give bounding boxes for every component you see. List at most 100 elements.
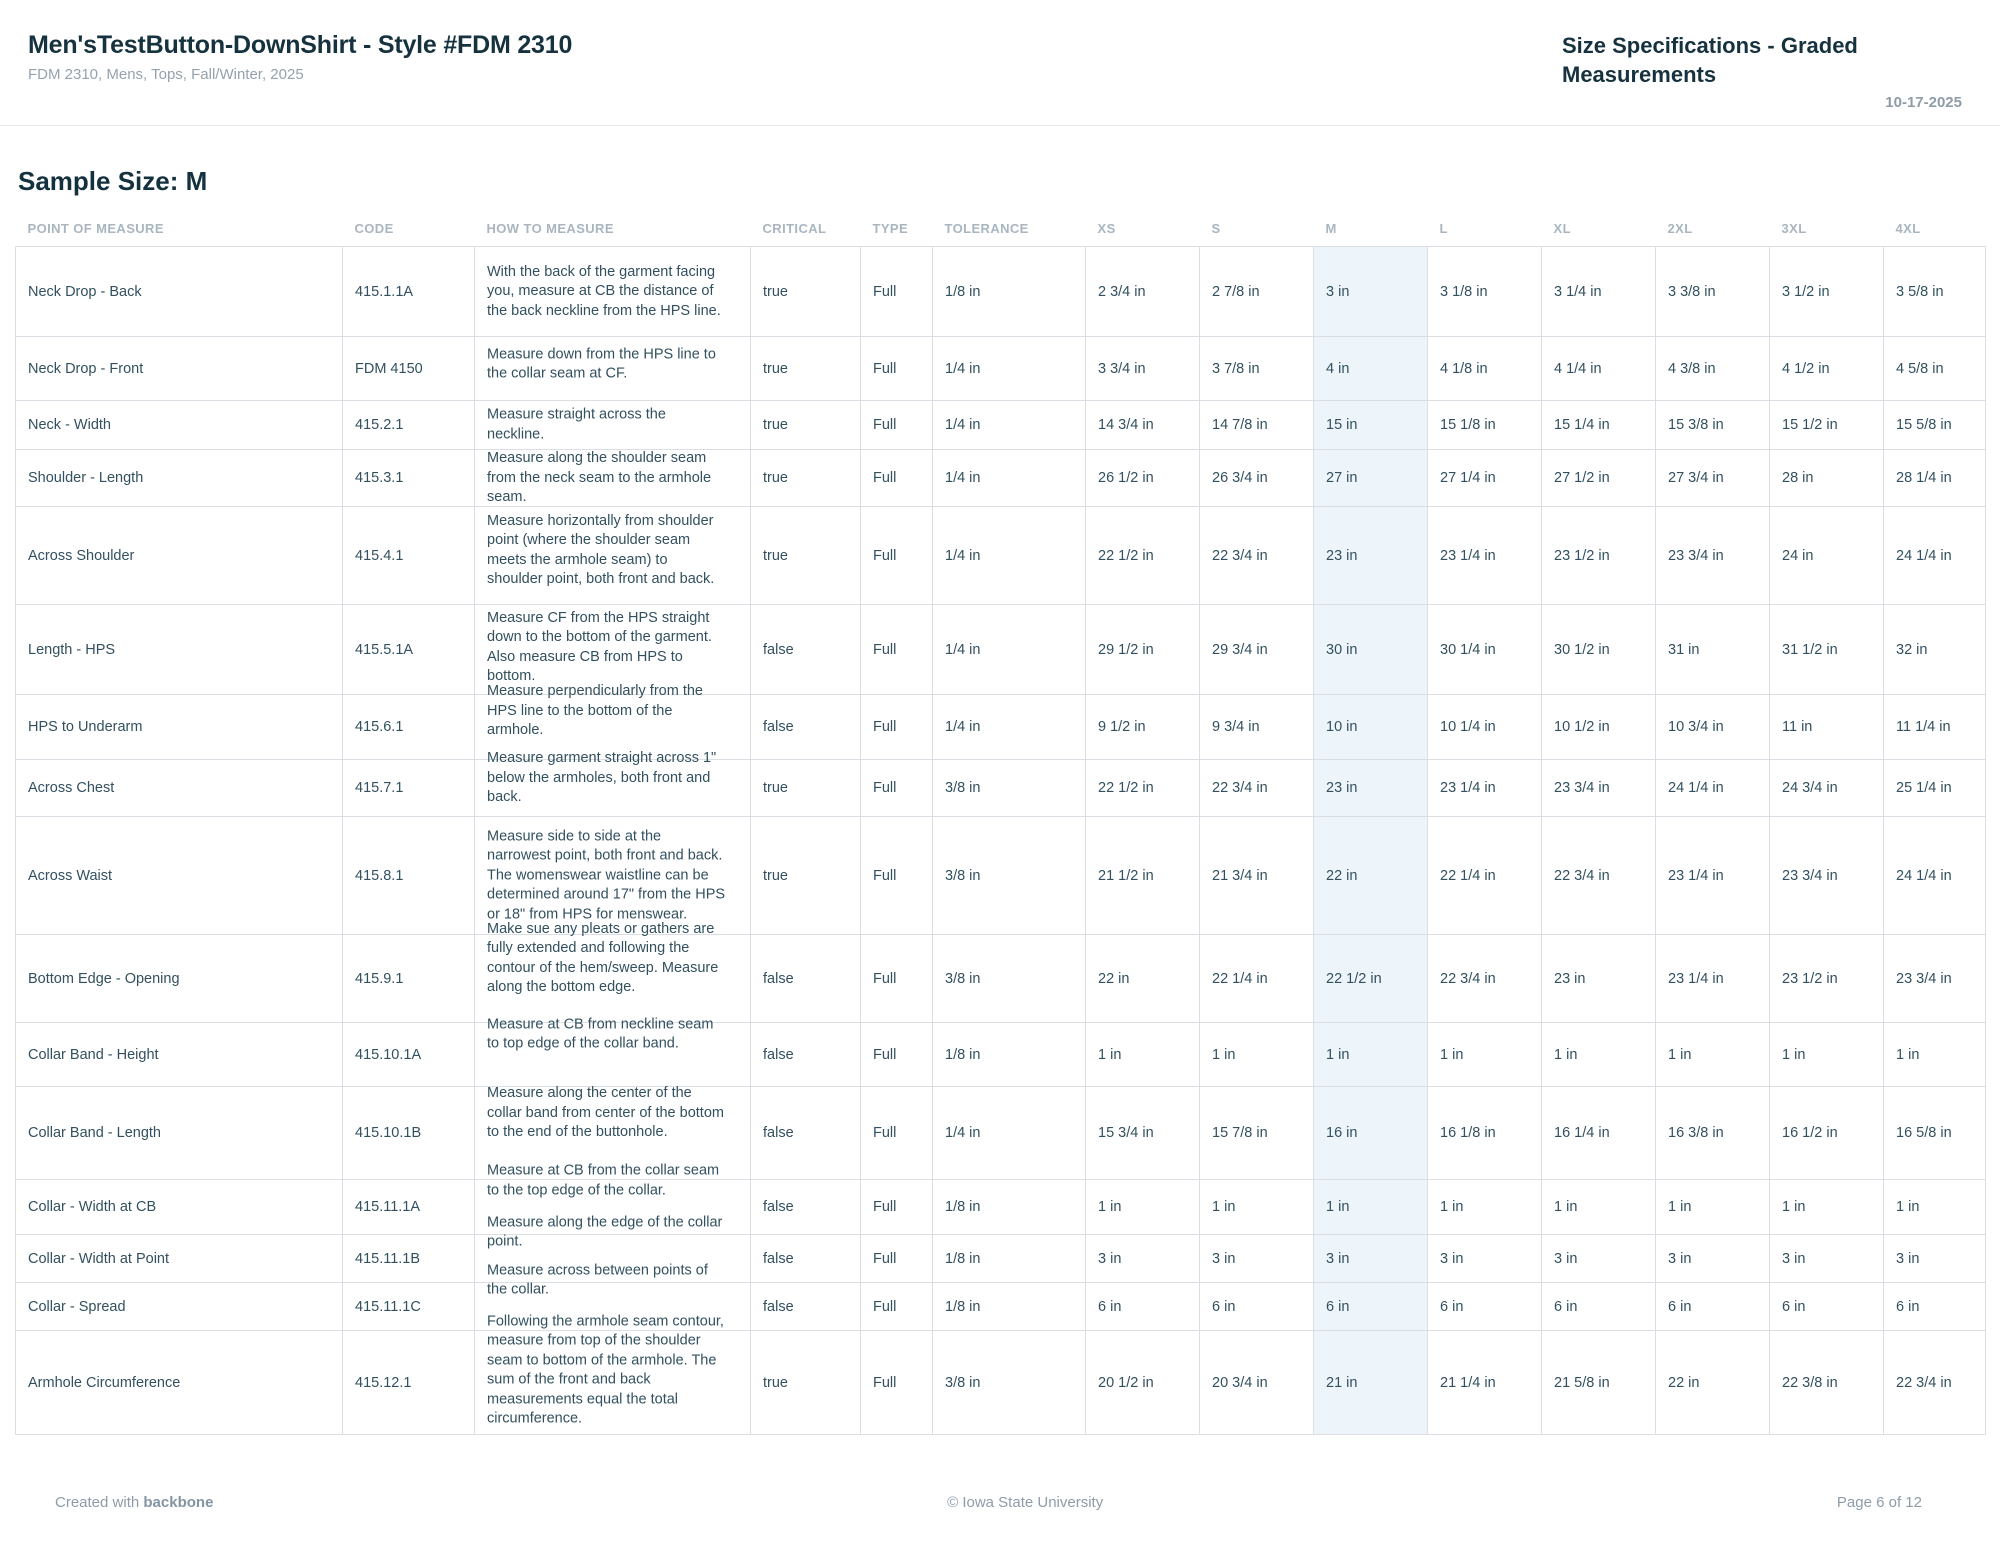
size-cell-2xl: 23 3/4 in	[1655, 506, 1770, 606]
how-to-measure-text: Measure along the edge of the collar poi…	[487, 1214, 723, 1250]
col-header-type: TYPE	[872, 221, 909, 237]
size-cell-l: 30 1/4 in	[1427, 604, 1542, 696]
code-cell: 415.4.1	[342, 506, 475, 606]
critical-cell: false	[750, 604, 861, 696]
type-cell: Full	[860, 1282, 933, 1332]
size-cell-m: 3 in	[1313, 246, 1428, 338]
size-cell-xl: 16 1/4 in	[1541, 1086, 1656, 1181]
critical-cell: true	[750, 449, 861, 508]
how-to-measure-text: Measure at CB from neckline seam to top …	[487, 1016, 714, 1052]
table-row: Collar Band - Length 415.10.1B Measure alo…	[15, 1085, 1986, 1181]
point-of-measure-cell: Shoulder - Length	[15, 449, 343, 508]
point-of-measure-cell: HPS to Underarm	[15, 694, 343, 761]
size-cell-s: 22 3/4 in	[1199, 506, 1314, 606]
size-cell-s: 6 in	[1199, 1282, 1314, 1332]
size-cell-m: 10 in	[1313, 694, 1428, 761]
col-header-l: L	[1439, 221, 1448, 237]
size-cell-4xl: 3 5/8 in	[1883, 246, 1986, 338]
size-cell-xs: 22 1/2 in	[1085, 759, 1200, 818]
header-divider	[0, 125, 2000, 127]
size-cell-s: 1 in	[1199, 1179, 1314, 1236]
size-cell-4xl: 1 in	[1883, 1022, 1986, 1088]
size-cell-2xl: 23 1/4 in	[1655, 816, 1770, 936]
how-to-measure-text: Measure perpendicularly from the HPS lin…	[487, 682, 703, 738]
col-header-m: M	[1325, 221, 1337, 237]
size-cell-4xl: 4 5/8 in	[1883, 336, 1986, 402]
how-to-measure-text: Measure side to side at the narrowest po…	[487, 827, 726, 922]
point-of-measure-cell: Neck Drop - Back	[15, 246, 343, 338]
size-cell-4xl: 11 1/4 in	[1883, 694, 1986, 761]
type-cell: Full	[860, 336, 933, 402]
measurements-table: POINT OF MEASURE CODE HOW TO MEASURE CRITIC…	[15, 221, 1986, 1436]
how-to-measure-cell: Measure down from the HPS line to the co…	[474, 336, 751, 402]
footer-credit: Created with backbone	[55, 1494, 213, 1511]
code-cell: FDM 4150	[342, 336, 475, 402]
size-cell-xs: 22 in	[1085, 934, 1200, 1024]
doc-title: Size Specifications - Graded Measurement…	[1562, 33, 1858, 87]
size-cell-l: 4 1/8 in	[1427, 336, 1542, 402]
size-cell-s: 14 7/8 in	[1199, 400, 1314, 451]
size-cell-xl: 4 1/4 in	[1541, 336, 1656, 402]
size-cell-3xl: 3 1/2 in	[1769, 246, 1884, 338]
size-cell-xs: 26 1/2 in	[1085, 449, 1200, 508]
critical-cell: false	[750, 1179, 861, 1236]
type-cell: Full	[860, 816, 933, 936]
size-cell-xs: 2 3/4 in	[1085, 246, 1200, 338]
size-cell-xl: 23 in	[1541, 934, 1656, 1024]
table-row: Length - HPS 415.5.1A Measure CF from the …	[15, 604, 1986, 696]
table-header: POINT OF MEASURE CODE HOW TO MEASURE CRITIC…	[16, 221, 1986, 247]
size-cell-2xl: 27 3/4 in	[1655, 449, 1770, 508]
code-cell: 415.5.1A	[342, 604, 475, 696]
tolerance-cell: 1/4 in	[932, 604, 1086, 696]
size-cell-l: 23 1/4 in	[1427, 506, 1542, 606]
size-cell-l: 3 in	[1427, 1234, 1542, 1284]
size-cell-4xl: 23 3/4 in	[1883, 934, 1986, 1024]
size-cell-4xl: 16 5/8 in	[1883, 1086, 1986, 1181]
how-to-measure-text: Measure along the shoulder seam from the…	[487, 449, 712, 505]
type-cell: Full	[860, 246, 933, 338]
how-to-measure-cell: Measure along the shoulder seam from the…	[474, 449, 751, 508]
size-cell-s: 3 in	[1199, 1234, 1314, 1284]
tolerance-cell: 1/4 in	[932, 1086, 1086, 1181]
tolerance-cell: 3/8 in	[932, 759, 1086, 818]
size-cell-m: 6 in	[1313, 1282, 1428, 1332]
point-of-measure-cell: Bottom Edge - Opening	[15, 934, 343, 1024]
how-to-measure-cell: Measure side to side at the narrowest po…	[474, 816, 751, 936]
type-cell: Full	[860, 1330, 933, 1436]
doc-date: 10-17-2025	[1885, 94, 1962, 112]
col-header-xs: XS	[1097, 221, 1116, 237]
tolerance-cell: 1/4 in	[932, 506, 1086, 606]
how-to-measure-text: Make sue any pleats or gathers are fully…	[487, 920, 719, 996]
table-row: Collar Band - Height 415.10.1A Measure at …	[15, 1016, 1986, 1088]
size-cell-xs: 6 in	[1085, 1282, 1200, 1332]
size-cell-l: 10 1/4 in	[1427, 694, 1542, 761]
size-cell-m: 22 1/2 in	[1313, 934, 1428, 1024]
size-cell-4xl: 1 in	[1883, 1179, 1986, 1236]
size-cell-2xl: 3 3/8 in	[1655, 246, 1770, 338]
size-cell-l: 6 in	[1427, 1282, 1542, 1332]
col-header-code: CODE	[354, 221, 394, 237]
size-cell-3xl: 22 3/8 in	[1769, 1330, 1884, 1436]
code-cell: 415.6.1	[342, 694, 475, 761]
how-to-measure-cell: Measure straight across the neckline.	[474, 400, 751, 451]
how-to-measure-cell: Measure at CB from the collar seam to th…	[474, 1163, 751, 1236]
how-to-measure-cell: Measure CF from the HPS straight down to…	[474, 604, 751, 696]
critical-cell: true	[750, 816, 861, 936]
size-cell-xs: 3 3/4 in	[1085, 336, 1200, 402]
critical-cell: false	[750, 934, 861, 1024]
code-cell: 415.9.1	[342, 934, 475, 1024]
type-cell: Full	[860, 604, 933, 696]
size-cell-xs: 3 in	[1085, 1234, 1200, 1284]
code-cell: 415.10.1A	[342, 1022, 475, 1088]
size-cell-3xl: 28 in	[1769, 449, 1884, 508]
point-of-measure-cell: Collar Band - Height	[15, 1022, 343, 1088]
size-cell-l: 15 1/8 in	[1427, 400, 1542, 451]
doc-title-block: Size Specifications - Graded Measurement…	[1562, 32, 1962, 111]
size-cell-4xl: 25 1/4 in	[1883, 759, 1986, 818]
how-to-measure-text: Measure horizontally from shoulder point…	[487, 512, 715, 588]
size-cell-3xl: 16 1/2 in	[1769, 1086, 1884, 1181]
size-cell-l: 1 in	[1427, 1022, 1542, 1088]
size-cell-l: 16 1/8 in	[1427, 1086, 1542, 1181]
type-cell: Full	[860, 1086, 933, 1181]
